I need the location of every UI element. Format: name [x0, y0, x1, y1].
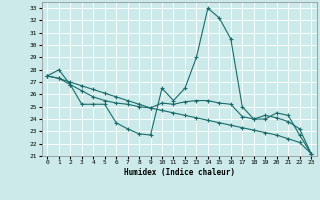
X-axis label: Humidex (Indice chaleur): Humidex (Indice chaleur): [124, 168, 235, 177]
